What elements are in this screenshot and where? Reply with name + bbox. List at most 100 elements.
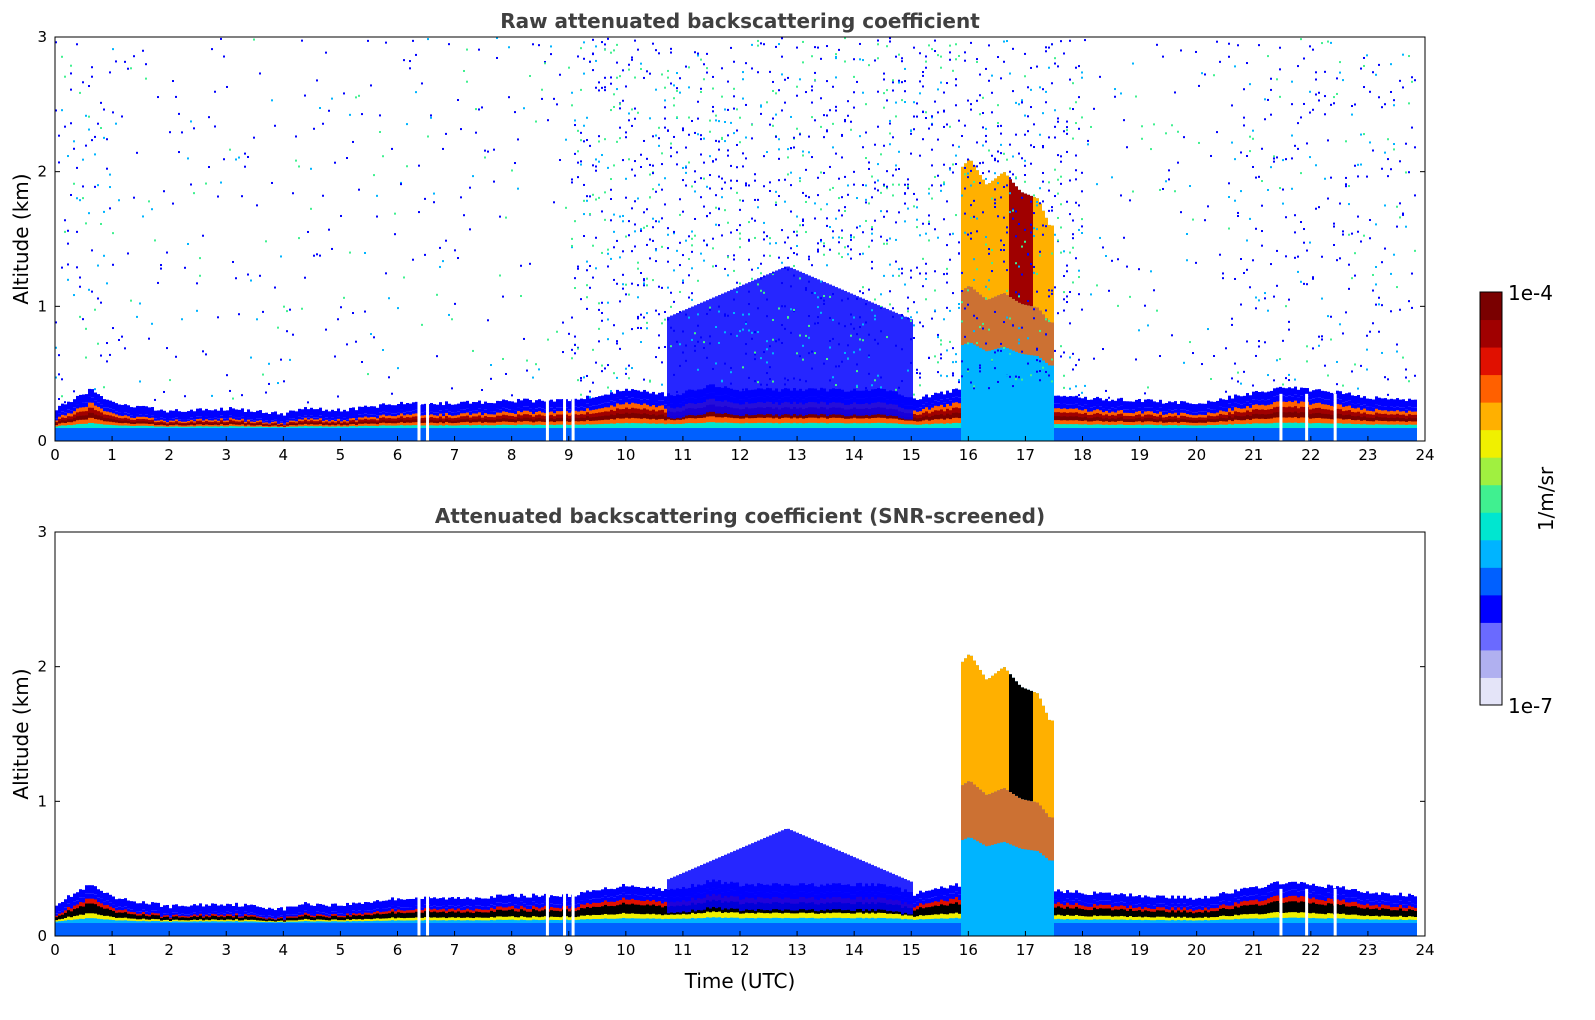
heat-cell-layer — [559, 407, 562, 412]
heat-cell-layer — [556, 424, 559, 429]
noise-speck — [67, 263, 69, 266]
heat-cell-layer — [592, 405, 595, 410]
heat-cell-surface — [448, 427, 451, 441]
heat-cell-surface — [754, 427, 757, 441]
heat-cell-layer — [463, 418, 466, 423]
noise-speck — [1075, 385, 1077, 388]
heat-cell-layer — [754, 417, 757, 424]
noise-speck — [898, 53, 900, 56]
noise-speck — [1039, 133, 1041, 136]
noise-speck — [697, 279, 699, 282]
heat-cell-fringe — [235, 409, 238, 418]
heat-cell-layer — [916, 424, 919, 429]
noise-speck — [649, 196, 651, 199]
heat-cell-layer — [757, 422, 760, 429]
noise-speck — [112, 263, 114, 266]
noise-speck — [1048, 46, 1050, 49]
heat-cell-layer — [412, 410, 415, 414]
noise-speck — [880, 305, 882, 308]
heat-cell-layer — [1063, 415, 1066, 421]
noise-speck — [652, 188, 654, 191]
heat-cell-layer — [529, 411, 532, 416]
noise-speck — [853, 58, 855, 61]
noise-speck — [454, 249, 456, 252]
noise-speck — [829, 165, 831, 168]
heat-cell-fringe — [610, 392, 613, 401]
noise-speck — [655, 220, 657, 223]
noise-speck — [730, 187, 732, 190]
noise-speck — [979, 370, 981, 373]
heat-cell-layer — [334, 426, 337, 429]
noise-speck — [55, 109, 57, 112]
heat-cell-layer — [169, 421, 172, 424]
heat-cell-layer — [280, 421, 283, 423]
noise-speck — [604, 191, 606, 194]
heat-cell-layer — [634, 422, 637, 429]
heat-cell-layer — [397, 424, 400, 429]
noise-speck — [634, 200, 636, 203]
noise-speck — [832, 337, 834, 340]
noise-speck — [697, 52, 699, 55]
noise-speck — [58, 373, 60, 376]
noise-speck — [373, 336, 375, 339]
heat-cell-cloud — [1021, 192, 1024, 305]
noise-speck — [736, 108, 738, 111]
heat-cell-surface — [502, 427, 505, 441]
heat-cell-fringe — [382, 403, 385, 412]
heat-cell-layer — [943, 406, 946, 412]
heat-cell-layer — [637, 413, 640, 419]
noise-speck — [787, 156, 789, 159]
noise-speck — [763, 275, 765, 278]
heat-cell-layer — [640, 413, 643, 419]
heat-cell-fringe — [244, 411, 247, 421]
heat-cell-layer — [61, 424, 64, 429]
heat-cell-layer — [256, 424, 259, 427]
noise-speck — [1048, 181, 1050, 184]
heat-cell-layer — [805, 412, 808, 419]
heat-cell-surface — [775, 427, 778, 441]
noise-speck — [217, 195, 219, 198]
noise-speck — [685, 65, 687, 68]
noise-speck — [898, 81, 900, 84]
heat-cell-surface — [199, 427, 202, 441]
heat-cell-fringe — [541, 400, 544, 409]
heat-cell-layer — [175, 424, 178, 427]
noise-speck — [727, 221, 729, 224]
heat-cell-convective — [691, 306, 694, 416]
heat-cell-surface — [184, 427, 187, 441]
heat-cell-layer — [649, 401, 652, 407]
heat-cell-layer — [376, 415, 379, 419]
heat-cell-layer — [784, 411, 787, 418]
heat-cell-layer — [136, 423, 139, 426]
heat-cell-layer — [646, 418, 649, 424]
noise-speck — [754, 179, 756, 182]
heat-cell-surface — [250, 427, 253, 441]
noise-speck — [151, 208, 153, 211]
heat-cell-layer — [91, 397, 94, 403]
heat-cell-layer — [304, 421, 307, 424]
heat-cell-layer — [946, 398, 949, 405]
noise-speck — [799, 378, 801, 381]
noise-speck — [832, 186, 834, 189]
heat-cell-surface — [232, 427, 235, 441]
heat-cell-layer — [316, 422, 319, 425]
heat-cell-layer — [190, 417, 193, 420]
noise-speck — [412, 39, 414, 42]
noise-speck — [1039, 202, 1041, 205]
heat-cell-layer — [58, 416, 61, 419]
noise-speck — [571, 348, 573, 351]
noise-speck — [58, 398, 60, 401]
noise-speck — [127, 252, 129, 255]
heat-cell-layer — [493, 411, 496, 415]
noise-speck — [85, 327, 87, 330]
noise-speck — [703, 346, 705, 349]
heat-cell-layer — [289, 420, 292, 423]
heat-cell-layer — [328, 423, 331, 426]
noise-speck — [925, 66, 927, 69]
heat-cell-layer — [553, 412, 556, 417]
heat-cell-layer — [580, 417, 583, 422]
heat-cell-fringe — [292, 410, 295, 419]
noise-speck — [745, 62, 747, 65]
heat-cell-layer — [337, 418, 340, 421]
noise-speck — [733, 298, 735, 301]
